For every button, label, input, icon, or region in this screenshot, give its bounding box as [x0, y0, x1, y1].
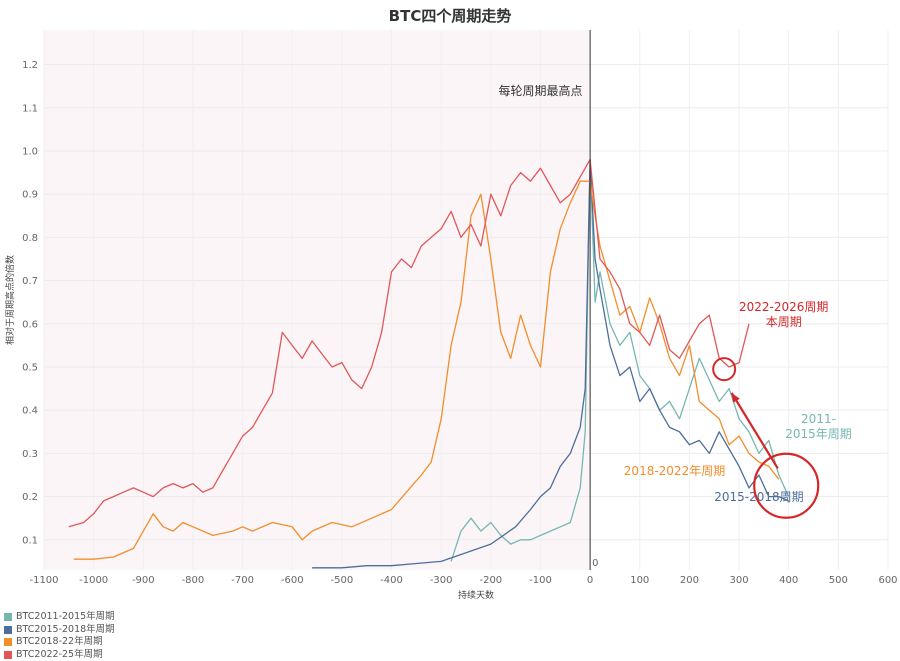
x-tick-label: -100: [529, 575, 552, 586]
annotation-label: 2015-2018周期: [714, 490, 803, 504]
x-tick-label: -200: [479, 575, 502, 586]
y-tick-label: 1.2: [22, 60, 38, 71]
pre-peak-shaded-region: [44, 30, 591, 570]
annotation-label: 本周期: [766, 315, 802, 329]
legend-item: BTC2022-25年周期: [4, 649, 115, 661]
axis-ticks: 0.1 0.2 0.3 0.4 0.5 0.6 0.7 0.8 0.9 1.0 1.1 1.2 -110…: [22, 60, 897, 586]
y-tick-label: 0.5: [22, 362, 38, 373]
large-highlight-circle: [753, 452, 820, 519]
series-lines: [68, 158, 790, 569]
legend-swatch: [4, 613, 12, 622]
x-tick-label: -1100: [29, 575, 58, 586]
legend-swatch: [4, 625, 12, 634]
highlight-arrow-head: [731, 392, 740, 403]
x-tick-label: -300: [430, 575, 453, 586]
annotation-label: 2011-: [801, 412, 836, 426]
y-tick-label: 0.4: [22, 406, 38, 417]
series-line: [73, 180, 780, 560]
y-tick-label: 0.7: [22, 276, 38, 287]
legend-swatch: [4, 638, 12, 647]
series-line: [68, 158, 750, 528]
legend-swatch: [4, 650, 12, 659]
chart-title: BTC四个周期走势: [389, 7, 512, 25]
x-tick-label: -900: [132, 575, 155, 586]
legend-label: BTC2018-22年周期: [16, 636, 103, 647]
legend-item: BTC2018-22年周期: [4, 636, 115, 649]
y-tick-label: 0.9: [22, 190, 38, 201]
legend: BTC2011-2015年周期 BTC2015-2018年周期 BTC2018-22…: [4, 611, 115, 661]
y-tick-label: 0.3: [22, 449, 38, 460]
x-tick-label: 600: [878, 575, 897, 586]
x-tick-label: 0: [587, 575, 593, 586]
legend-label: BTC2015-2018年周期: [16, 623, 115, 635]
series-line: [450, 158, 790, 562]
zero-line-label: 0: [592, 558, 598, 569]
y-tick-label: 1.1: [22, 103, 38, 114]
y-tick-label: 0.2: [22, 492, 38, 503]
highlight-arrow-line: [730, 392, 779, 470]
legend-item: BTC2015-2018年周期: [4, 624, 115, 637]
x-tick-label: -400: [380, 575, 403, 586]
annotation-label: 每轮周期最高点: [498, 83, 582, 98]
y-tick-label: 0.1: [22, 535, 38, 546]
annotation-label: 2015年周期: [785, 427, 852, 441]
y-tick-label: 1.0: [22, 146, 38, 157]
highlight-marks: [712, 357, 820, 519]
gridlines: [43, 30, 889, 570]
x-tick-label: 200: [680, 575, 699, 586]
legend-label: BTC2022-25年周期: [16, 648, 103, 660]
x-tick-label: -600: [281, 575, 304, 586]
x-tick-label: -500: [331, 575, 354, 586]
small-highlight-circle: [712, 357, 737, 382]
legend-label: BTC2011-2015年周期: [16, 611, 115, 622]
y-tick-label: 0.6: [22, 319, 38, 330]
x-axis-label: 持续天数: [458, 589, 494, 601]
x-tick-label: 400: [779, 575, 798, 586]
series-line: [312, 158, 789, 569]
legend-item: BTC2011-2015年周期: [4, 611, 115, 624]
x-tick-label: -1000: [79, 575, 108, 586]
annotation-label: 2018-2022年周期: [624, 464, 725, 478]
x-tick-label: -700: [231, 575, 254, 586]
y-tick-label: 0.8: [22, 233, 38, 244]
x-tick-label: 100: [630, 575, 649, 586]
x-tick-label: 300: [730, 575, 749, 586]
x-tick-label: -800: [182, 575, 205, 586]
y-axis-label: 相对于周期高点的倍数: [4, 255, 16, 345]
chart: 0.1 0.2 0.3 0.4 0.5 0.6 0.7 0.8 0.9 1.0 1.1 1.2 -110…: [4, 7, 898, 601]
x-tick-label: 500: [829, 575, 848, 586]
annotation-label: 2022-2026周期: [739, 300, 828, 314]
